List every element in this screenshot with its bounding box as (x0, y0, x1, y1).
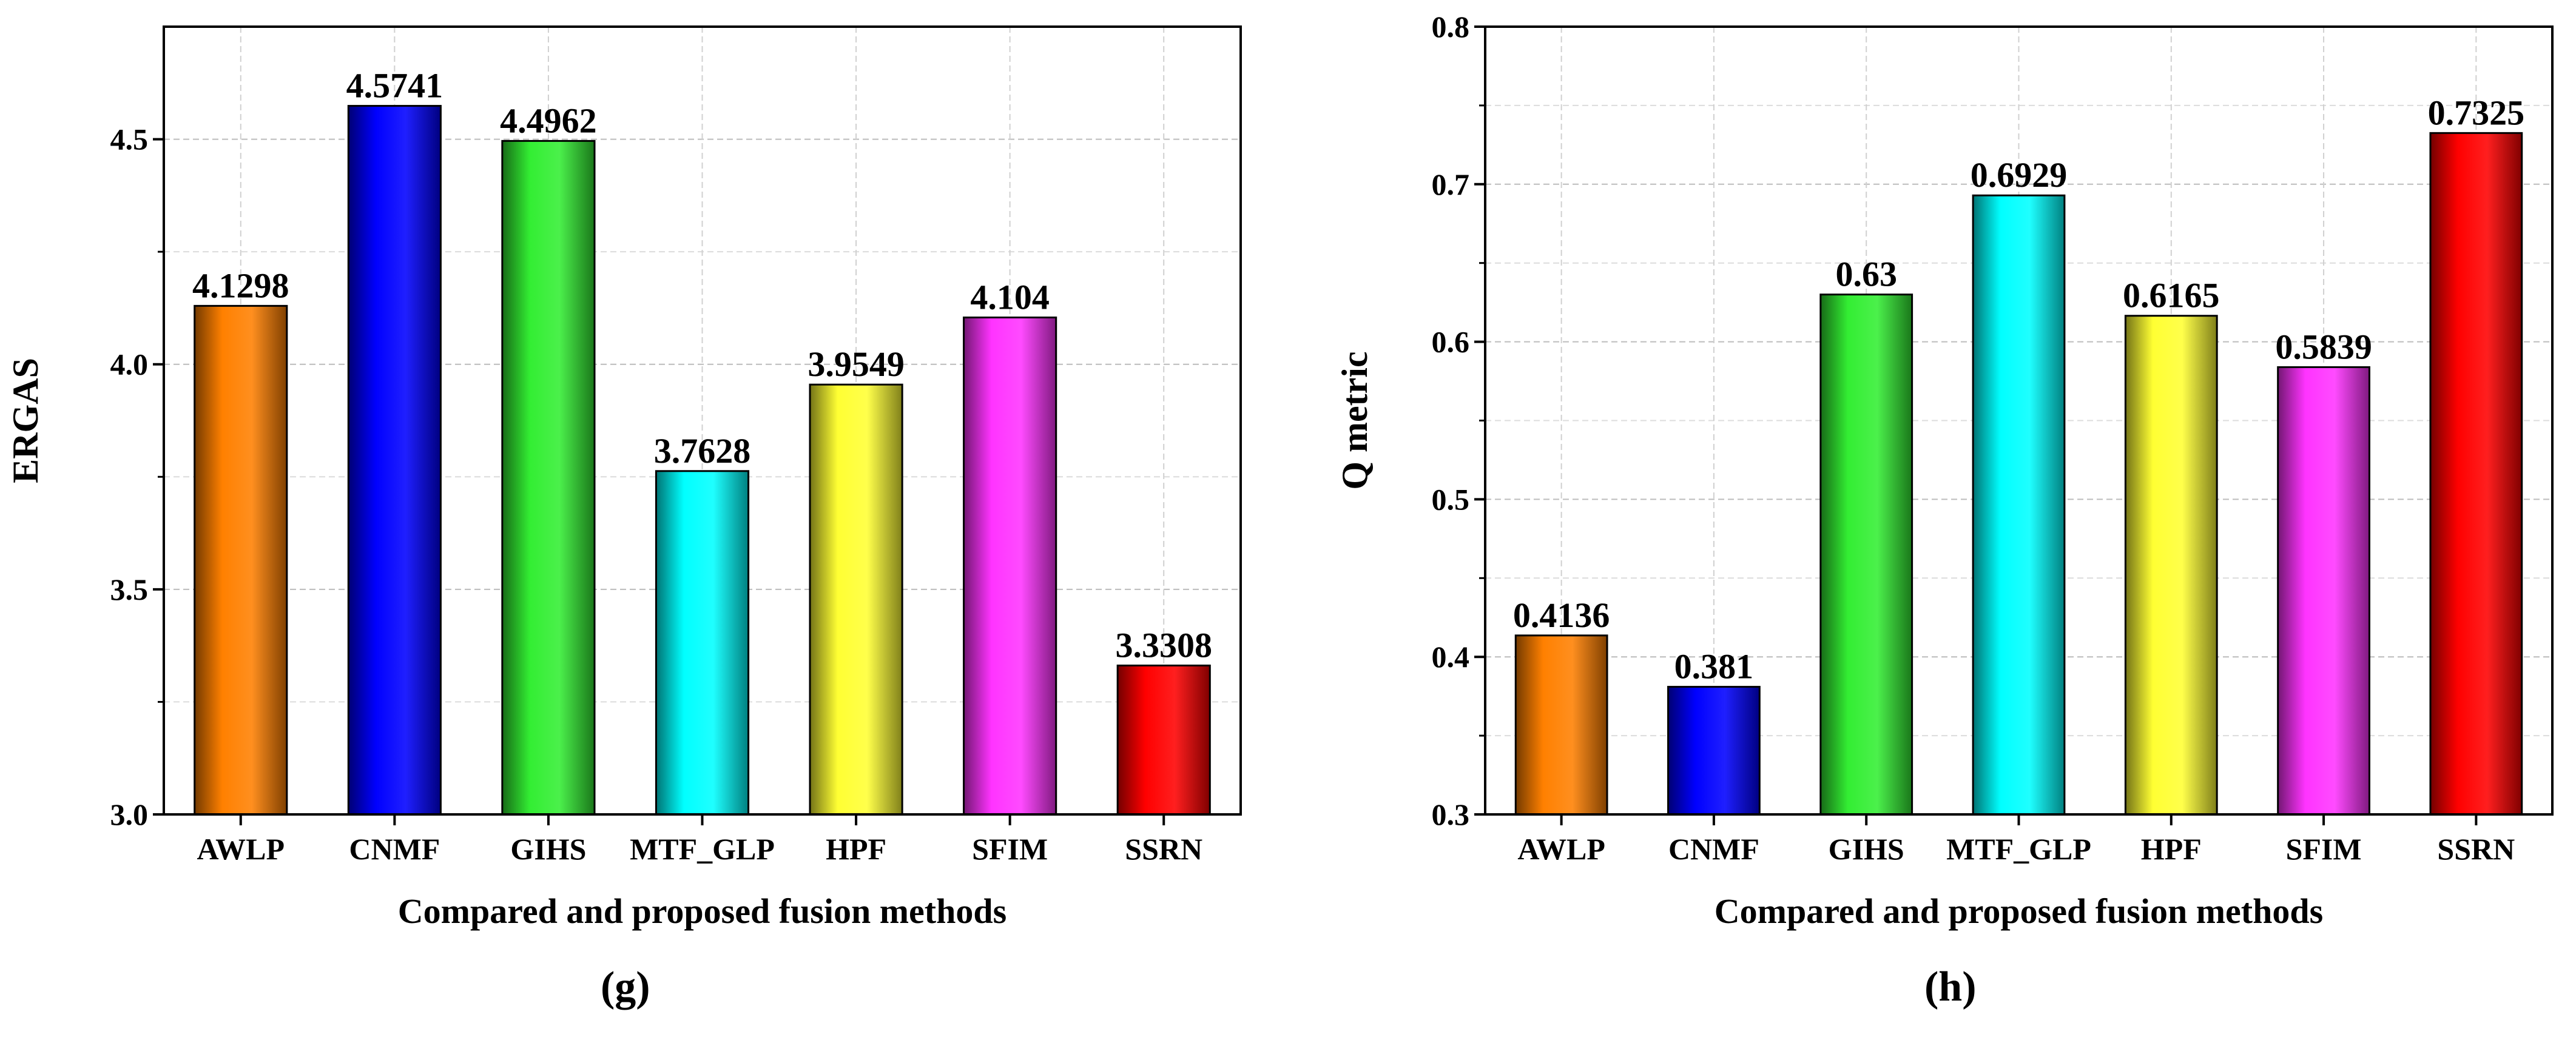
x-tick-label: CNMF (1668, 832, 1759, 866)
bar-cnmf (1667, 686, 1761, 816)
y-axis-label: ERGAS (5, 358, 46, 483)
bar-hpf (2124, 315, 2218, 816)
chart-panel-q-metric: 0.4136 0.381 0.63 0.6929 0.6165 0.5839 0.7325 0… (1335, 10, 2554, 931)
bar-ssrn (1116, 664, 1211, 816)
data-label: 0.381 (1674, 647, 1754, 686)
y-tick-label: 3.5 (110, 572, 149, 606)
x-tick-label: GIHS (1829, 832, 1904, 866)
bar-gihs (501, 139, 596, 816)
data-label: 3.7628 (654, 431, 751, 471)
x-tick-label: SFIM (972, 832, 1048, 866)
x-tick-label: HPF (2141, 832, 2202, 866)
y-tick-label: 3.0 (110, 797, 149, 831)
y-tick-label: 4.5 (110, 122, 149, 156)
y-tick-label: 0.4 (1432, 640, 1470, 674)
y-axis-label: Q metric (1335, 351, 1375, 489)
x-tick-label: AWLP (197, 832, 285, 866)
chart-panel-ergas: 4.1298 4.5741 4.4962 3.7628 3.9549 4.104 3.330… (5, 25, 1242, 931)
x-tick-label: GIHS (510, 832, 586, 866)
y-tick-label: 0.5 (1432, 482, 1470, 516)
x-axis-label: Compared and proposed fusion methods (398, 891, 1006, 931)
bar-awlp (1514, 634, 1608, 816)
y-tick-label: 0.6 (1432, 325, 1470, 359)
x-tick-label: SSRN (2437, 832, 2515, 866)
data-label: 0.5839 (2275, 327, 2372, 366)
x-tick-label: MTF_GLP (1946, 832, 2091, 866)
bar-mtf-glp (655, 470, 750, 816)
data-label: 0.6165 (2123, 276, 2220, 315)
x-tick-label: CNMF (349, 832, 440, 866)
panel-label-g: (g) (601, 964, 650, 1010)
x-tick-label: AWLP (1517, 832, 1605, 866)
data-label: 0.7325 (2428, 93, 2525, 132)
data-label: 3.3308 (1115, 625, 1212, 665)
y-tick-label: 0.8 (1432, 10, 1470, 44)
data-label: 4.1298 (192, 266, 289, 305)
data-label: 3.9549 (808, 344, 905, 384)
data-label: 4.4962 (500, 101, 597, 140)
bar-sfim (963, 317, 1057, 816)
bar-awlp (194, 304, 288, 816)
y-tick-label: 4.0 (110, 347, 149, 381)
y-tick-label: 0.3 (1432, 797, 1470, 831)
x-tick-label: SSRN (1125, 832, 1202, 866)
bar-hpf (809, 383, 903, 816)
y-tick-label: 0.7 (1432, 167, 1470, 201)
data-label: 4.5741 (346, 66, 443, 106)
x-tick-label: HPF (826, 832, 886, 866)
x-tick-label: MTF_GLP (630, 832, 775, 866)
bar-ssrn (2429, 132, 2523, 816)
data-label: 0.4136 (1513, 595, 1610, 635)
bar-sfim (2277, 366, 2370, 816)
bar-gihs (1819, 294, 1913, 816)
data-label: 0.63 (1835, 255, 1897, 294)
bar-cnmf (347, 105, 442, 816)
x-axis-label: Compared and proposed fusion methods (1715, 891, 2323, 931)
data-label: 0.6929 (1971, 155, 2068, 195)
panel-label-h: (h) (1924, 964, 1977, 1010)
bar-mtf-glp (1972, 194, 2066, 816)
data-label: 4.104 (970, 278, 1050, 317)
x-tick-label: SFIM (2286, 832, 2362, 866)
